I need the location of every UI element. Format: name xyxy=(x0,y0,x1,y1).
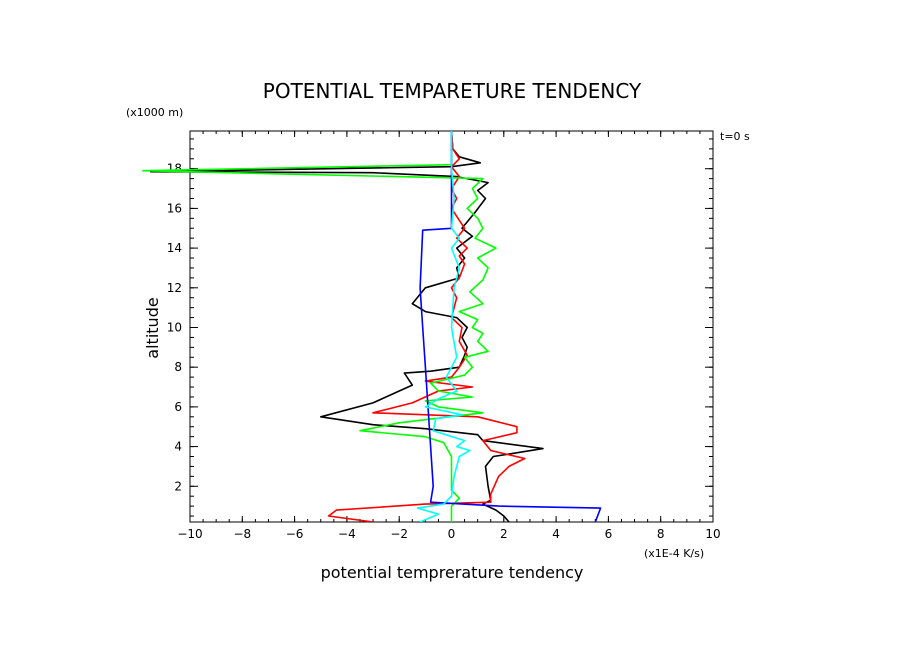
series-line-4 xyxy=(416,131,471,522)
x-tick-label: 2 xyxy=(500,527,508,541)
x-tick-label: −8 xyxy=(233,527,251,541)
series-group xyxy=(142,131,602,522)
x-unit-label: (x1E-4 K/s) xyxy=(644,547,704,560)
x-tick-label: −10 xyxy=(177,527,202,541)
chart-title: POTENTIAL TEMPARETURE TENDENCY xyxy=(263,79,642,103)
x-axis-label: potential temprerature tendency xyxy=(321,563,584,582)
series-line-1 xyxy=(327,131,526,522)
time-label: t=0 s xyxy=(720,130,750,143)
y-unit-label: (x1000 m) xyxy=(126,106,183,119)
x-tick-label: −4 xyxy=(338,527,356,541)
x-tick-label: 8 xyxy=(657,527,665,541)
series-line-0 xyxy=(150,131,544,522)
y-tick-label: 4 xyxy=(174,440,182,454)
x-tick-label: 10 xyxy=(705,527,720,541)
y-tick-label: 16 xyxy=(167,201,182,215)
x-tick-label: 4 xyxy=(552,527,560,541)
y-tick-label: 2 xyxy=(174,479,182,493)
series-line-3 xyxy=(419,131,602,522)
axis-ticks: −10 −8 −6 −4 −2 0 2 4 6 8 10 2 4 6 8 10 12 14 16 18 xyxy=(167,131,721,541)
x-tick-label: −6 xyxy=(286,527,304,541)
y-tick-label: 6 xyxy=(174,400,182,414)
series-line-2 xyxy=(142,131,497,522)
y-tick-label: 14 xyxy=(167,241,182,255)
x-tick-label: 6 xyxy=(605,527,613,541)
y-tick-label: 8 xyxy=(174,360,182,374)
y-tick-label: 18 xyxy=(167,162,182,176)
y-axis-label: altitude xyxy=(143,297,162,358)
x-tick-label: 0 xyxy=(448,527,456,541)
y-tick-label: 10 xyxy=(167,320,182,334)
y-tick-label: 12 xyxy=(167,281,182,295)
x-tick-label: −2 xyxy=(390,527,408,541)
